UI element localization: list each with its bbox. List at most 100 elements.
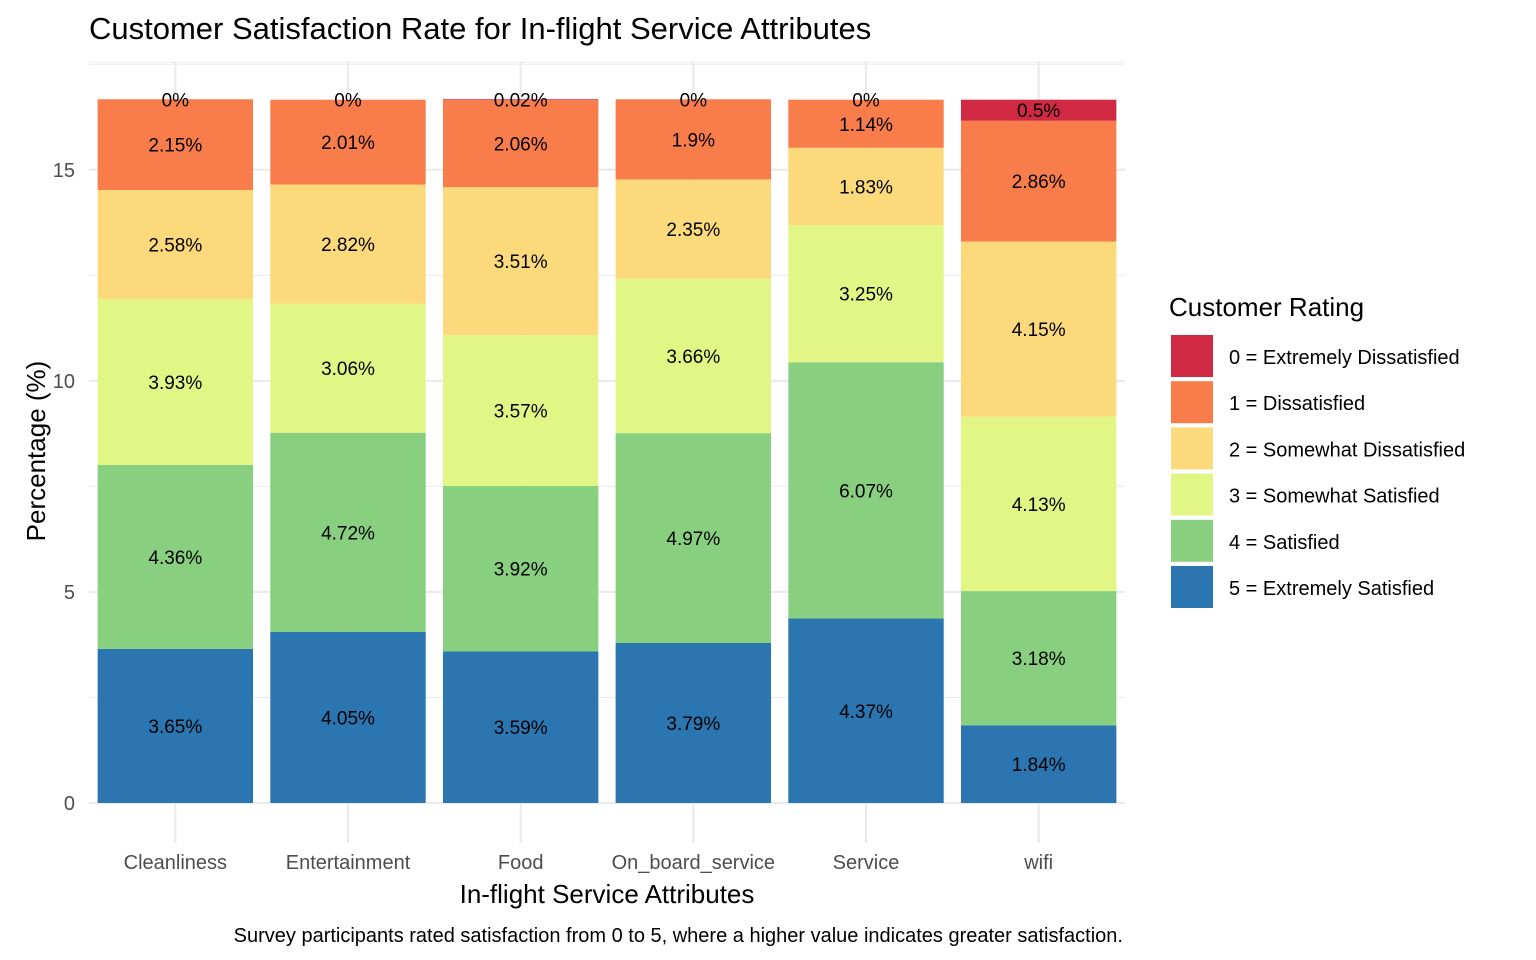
bar-segment xyxy=(788,618,944,803)
bar-value-label: 3.66% xyxy=(666,347,720,368)
bar-segment xyxy=(788,362,944,619)
bar-value-label: 2.15% xyxy=(148,136,202,157)
y-axis-title: Percentage (%) xyxy=(21,361,51,542)
bar-value-label: 3.25% xyxy=(839,285,893,306)
bar-value-label: 0.02% xyxy=(494,91,548,112)
bar-value-label: 4.36% xyxy=(148,548,202,569)
bar-value-label: 6.07% xyxy=(839,481,893,502)
y-axis-ticks: 0 5 10 15 xyxy=(53,160,75,815)
legend-label: 3 = Somewhat Satisfied xyxy=(1229,486,1440,508)
bar-value-label: 0% xyxy=(680,90,708,111)
bar-value-label: 1.84% xyxy=(1012,755,1066,776)
bars xyxy=(97,99,1117,803)
bar-value-label: 1.14% xyxy=(839,115,893,136)
bar-value-label: 2.58% xyxy=(148,235,202,256)
bar-segment xyxy=(960,241,1117,417)
bar-segment xyxy=(97,464,254,649)
bar-segment xyxy=(442,99,599,101)
bar-value-label: 3.51% xyxy=(494,252,548,273)
legend-swatch xyxy=(1171,335,1213,377)
legend-swatch xyxy=(1171,473,1213,516)
legend-title: Customer Rating xyxy=(1169,292,1364,322)
bar-segment xyxy=(97,648,254,803)
bar-segment xyxy=(97,99,254,191)
bar-segment xyxy=(960,120,1117,242)
bar-segment xyxy=(960,591,1117,726)
bar-segment xyxy=(615,643,772,803)
y-tick-label: 10 xyxy=(53,371,75,393)
bar-segment xyxy=(270,184,426,304)
bar-segment xyxy=(270,303,426,433)
bar-segment xyxy=(788,225,944,363)
bar-value-label: 4.05% xyxy=(321,709,375,730)
bar-segment xyxy=(615,179,772,279)
legend-label: 1 = Dissatisfied xyxy=(1229,393,1365,415)
bar-value-label: 2.01% xyxy=(321,133,375,154)
bar-value-label: 0.5% xyxy=(1017,101,1060,122)
bar-value-label: 0% xyxy=(334,91,362,112)
bar-value-label: 2.06% xyxy=(494,135,548,156)
bar-value-label: 4.13% xyxy=(1012,495,1066,516)
bar-segment xyxy=(960,725,1117,803)
bar-segment xyxy=(270,432,426,633)
legend-label: 4 = Satisfied xyxy=(1229,532,1340,554)
bar-segment xyxy=(270,632,426,803)
bar-segment xyxy=(270,99,426,185)
legend-label: 5 = Extremely Satisfied xyxy=(1229,578,1434,600)
bar-value-label: 3.79% xyxy=(666,714,720,735)
legend: Customer Rating 0 = Extremely Dissatisfi… xyxy=(1169,292,1465,608)
bar-value-label: 0% xyxy=(852,91,880,112)
bar-value-label: 3.57% xyxy=(494,402,548,423)
bar-segment xyxy=(442,187,599,336)
bar-value-label: 3.18% xyxy=(1012,649,1066,670)
bar-segment xyxy=(442,485,599,652)
legend-swatch xyxy=(1171,519,1213,562)
bar-value-label: 3.65% xyxy=(148,717,202,738)
legend-swatch xyxy=(1171,381,1213,424)
bar-segment xyxy=(97,190,254,299)
bar-segment xyxy=(442,335,599,486)
bar-value-label: 3.93% xyxy=(148,373,202,394)
bar-value-label: 4.97% xyxy=(666,529,720,550)
x-axis-ticks: Cleanliness Entertainment Food On_board_ser… xyxy=(124,852,1053,874)
y-tick-label: 5 xyxy=(64,582,75,604)
bar-value-label: 3.92% xyxy=(494,560,548,581)
bar-value-label: 4.72% xyxy=(321,523,375,544)
legend-label: 2 = Somewhat Dissatisfied xyxy=(1229,439,1465,461)
bar-segment xyxy=(442,100,599,188)
bar-value-label: 2.86% xyxy=(1012,172,1066,193)
bar-value-label: 3.59% xyxy=(494,718,548,739)
bar-segment xyxy=(615,99,772,180)
x-tick-label: Food xyxy=(498,852,544,874)
bar-segment xyxy=(788,99,944,148)
bar-segment xyxy=(960,416,1117,592)
bar-labels: 3.65% 4.36% 3.93% 2.58% 2.15% 0% 4.05% 4.72% 3.0… xyxy=(148,90,1065,776)
bar-value-label: 4.15% xyxy=(1012,320,1066,341)
y-tick-label: 0 xyxy=(64,793,75,815)
bar-value-label: 0% xyxy=(162,90,190,111)
bar-segment xyxy=(960,99,1117,121)
bar-value-label: 2.35% xyxy=(666,220,720,241)
x-tick-label: wifi xyxy=(1023,852,1053,874)
bar-value-label: 2.82% xyxy=(321,235,375,256)
x-tick-label: On_board_service xyxy=(612,852,775,874)
bar-value-label: 1.9% xyxy=(672,130,715,151)
chart-caption: Survey participants rated satisfaction f… xyxy=(234,925,1123,947)
bar-segment xyxy=(788,147,944,226)
y-tick-label: 15 xyxy=(53,160,75,182)
chart-title: Customer Satisfaction Rate for In-flight… xyxy=(89,11,871,46)
legend-swatch xyxy=(1171,566,1213,608)
bar-value-label: 3.06% xyxy=(321,359,375,380)
legend-swatch xyxy=(1171,427,1213,470)
bar-segment xyxy=(615,433,772,644)
x-axis-title: In-flight Service Attributes xyxy=(460,879,755,909)
x-tick-label: Service xyxy=(833,852,900,874)
bar-value-label: 4.37% xyxy=(839,702,893,723)
bar-segment xyxy=(97,298,254,465)
bar-segment xyxy=(615,278,772,434)
bar-segment xyxy=(442,651,599,803)
x-tick-label: Entertainment xyxy=(286,852,411,874)
x-tick-label: Cleanliness xyxy=(124,852,227,874)
bar-value-label: 1.83% xyxy=(839,177,893,198)
